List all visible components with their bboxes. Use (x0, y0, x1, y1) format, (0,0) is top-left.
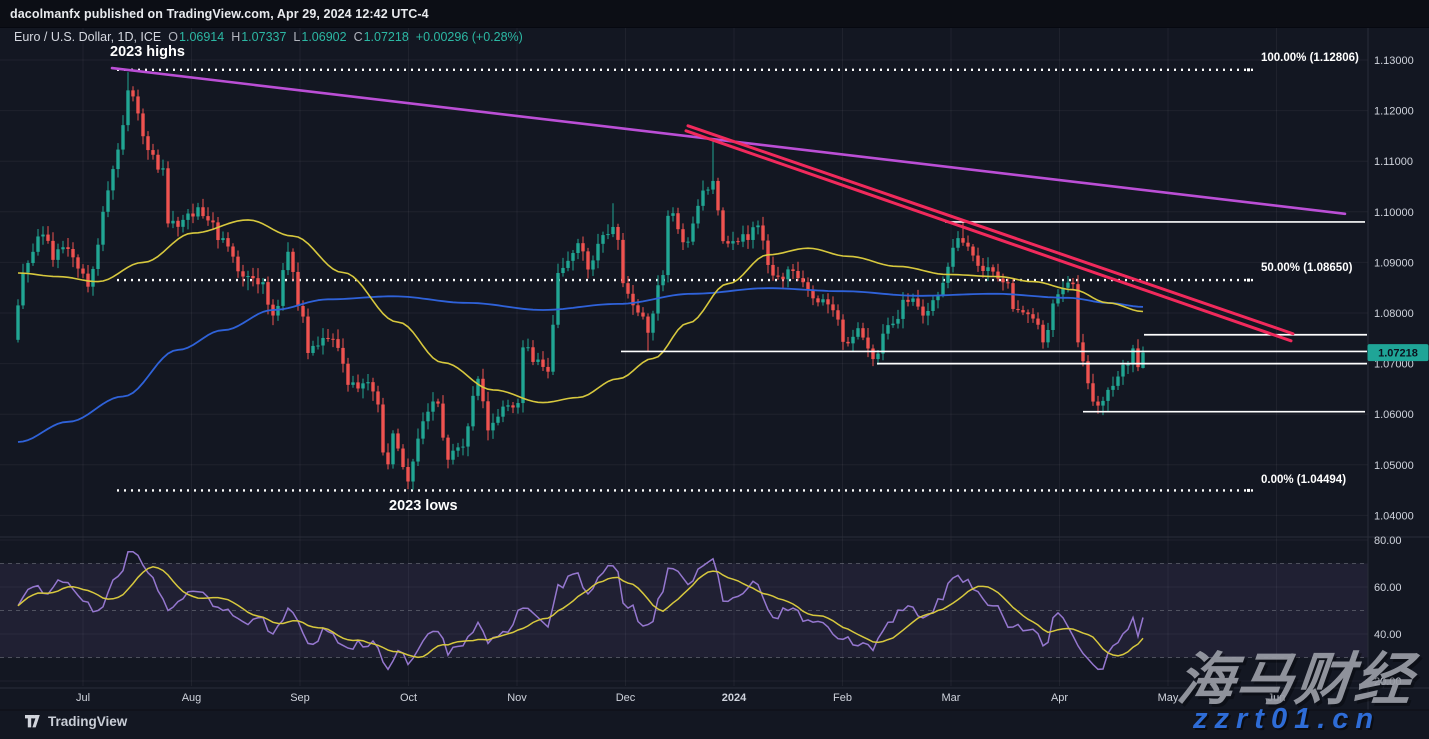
close-value: C 1.07218 (353, 30, 409, 44)
fib-label-100[interactable]: 100.00% (1.12806) (1261, 52, 1359, 64)
grid (0, 27, 1368, 686)
price-axis[interactable]: 1.13000 1.12000 1.11000 1.10000 1.09000 1.080… (1367, 55, 1429, 688)
pink-channel-upper (686, 124, 1295, 336)
svg-text:80.00: 80.00 (1374, 535, 1402, 547)
time-axis[interactable]: Jul Aug Sep Oct Nov Dec 2024 Feb Mar Apr May Jun (76, 692, 1285, 704)
svg-text:Oct: Oct (400, 692, 417, 704)
svg-text:Aug: Aug (182, 692, 202, 704)
tradingview-logo-icon (25, 715, 40, 728)
tradingview-logo-text: TradingView (48, 714, 128, 729)
annotation-2023-highs[interactable]: 2023 highs (110, 44, 185, 60)
rsi-ma-line (17, 566, 1144, 659)
svg-text:Nov: Nov (507, 692, 527, 704)
svg-text:Jun: Jun (1268, 692, 1286, 704)
svg-text:1.13000: 1.13000 (1374, 55, 1414, 67)
change-value: +0.00296 (+0.28%) (415, 30, 523, 44)
low-value: L 1.06902 (293, 30, 347, 44)
publish-bar: dacolmanfx published on TradingView.com,… (0, 0, 1429, 28)
svg-text:1.07218: 1.07218 (1378, 348, 1418, 360)
svg-text:May: May (1158, 692, 1179, 704)
high-value: H 1.07337 (231, 30, 287, 44)
svg-text:1.10000: 1.10000 (1374, 207, 1414, 219)
chart-legend[interactable]: Euro / U.S. Dollar, 1D, ICE O 1.06914 H 1.… (14, 30, 523, 44)
svg-text:1.06000: 1.06000 (1374, 409, 1414, 421)
svg-text:Apr: Apr (1051, 692, 1068, 704)
fib-retracement[interactable] (117, 68, 1253, 492)
open-value: O 1.06914 (168, 30, 225, 44)
svg-text:Sep: Sep (290, 692, 310, 704)
fib-label-50[interactable]: 50.00% (1.08650) (1261, 262, 1353, 274)
svg-text:Feb: Feb (833, 692, 852, 704)
support-resistance-lines[interactable] (621, 221, 1367, 413)
svg-text:1.04000: 1.04000 (1374, 510, 1414, 522)
svg-text:Mar: Mar (942, 692, 961, 704)
trendlines[interactable] (110, 66, 1347, 343)
svg-text:20.00: 20.00 (1374, 676, 1402, 688)
last-price-badge (1367, 344, 1429, 362)
publish-text: dacolmanfx published on TradingView.com,… (10, 6, 429, 21)
svg-text:Jul: Jul (76, 692, 90, 704)
svg-text:1.11000: 1.11000 (1374, 156, 1413, 168)
watermark-url: zzrt01.cn (1193, 703, 1381, 735)
svg-text:1.08000: 1.08000 (1374, 308, 1414, 320)
moving-averages (17, 219, 1144, 443)
svg-text:60.00: 60.00 (1374, 582, 1402, 594)
svg-text:Dec: Dec (616, 692, 636, 704)
tradingview-logo[interactable]: TradingView (24, 713, 127, 730)
svg-text:1.09000: 1.09000 (1374, 257, 1414, 269)
symbol-title: Euro / U.S. Dollar, 1D, ICE (14, 30, 162, 44)
rsi-pane (0, 551, 1368, 671)
pink-channel-lower (684, 129, 1293, 343)
svg-text:1.05000: 1.05000 (1374, 460, 1414, 472)
fib-label-0[interactable]: 0.00% (1.04494) (1261, 474, 1347, 486)
annotation-2023-lows[interactable]: 2023 lows (389, 498, 458, 514)
pane-separators[interactable] (0, 27, 1429, 711)
svg-text:2024: 2024 (722, 692, 747, 704)
svg-text:40.00: 40.00 (1374, 629, 1402, 641)
svg-text:1.12000: 1.12000 (1374, 106, 1414, 118)
svg-text:1.07000: 1.07000 (1374, 359, 1414, 371)
rsi-line (17, 551, 1144, 671)
candlestick-series (16, 72, 1145, 490)
